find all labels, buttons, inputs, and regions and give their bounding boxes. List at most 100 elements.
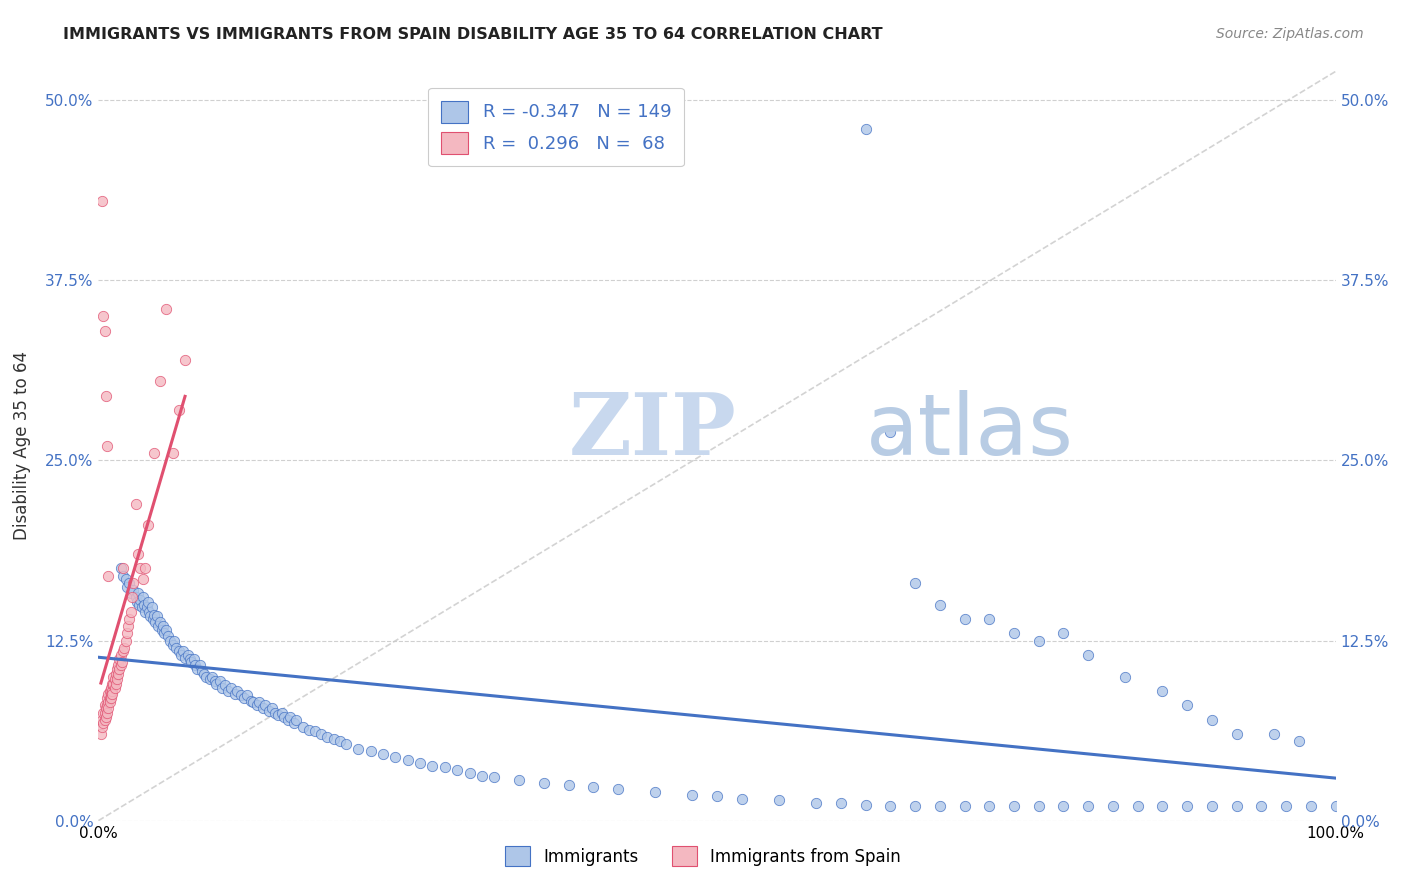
Point — [143, 615, 166, 629]
Point — [149, 374, 172, 388]
Point — [204, 673, 226, 688]
Point — [103, 673, 125, 687]
Point — [94, 388, 117, 402]
Point — [129, 561, 152, 575]
Point — [1299, 799, 1322, 814]
Point — [176, 648, 198, 662]
Point — [270, 706, 292, 720]
Point — [533, 776, 555, 790]
Point — [129, 593, 152, 607]
Point — [107, 666, 129, 681]
Point — [1175, 698, 1198, 713]
Point — [316, 730, 339, 744]
Point — [138, 605, 160, 619]
Point — [219, 681, 242, 695]
Point — [1152, 684, 1174, 698]
Text: Source: ZipAtlas.com: Source: ZipAtlas.com — [1216, 27, 1364, 41]
Point — [96, 698, 118, 713]
Point — [198, 673, 221, 687]
Point — [768, 793, 790, 807]
Point — [1201, 799, 1223, 814]
Point — [1002, 799, 1025, 814]
Point — [162, 638, 184, 652]
Point — [134, 598, 156, 612]
Point — [121, 591, 143, 605]
Point — [94, 710, 117, 724]
Point — [108, 652, 131, 666]
Point — [1028, 633, 1050, 648]
Point — [98, 696, 121, 710]
Point — [644, 785, 666, 799]
Point — [211, 681, 233, 695]
Point — [205, 677, 228, 691]
Point — [1102, 799, 1125, 814]
Point — [117, 619, 139, 633]
Point — [830, 797, 852, 811]
Text: IMMIGRANTS VS IMMIGRANTS FROM SPAIN DISABILITY AGE 35 TO 64 CORRELATION CHART: IMMIGRANTS VS IMMIGRANTS FROM SPAIN DISA… — [63, 27, 883, 42]
Point — [136, 518, 159, 533]
Point — [246, 698, 269, 713]
Point — [167, 643, 190, 657]
Point — [433, 760, 456, 774]
Point — [134, 561, 156, 575]
Point — [149, 615, 172, 629]
Point — [170, 648, 193, 662]
Point — [508, 773, 530, 788]
Point — [96, 691, 118, 706]
Point — [143, 607, 166, 622]
Point — [484, 771, 506, 785]
Point — [1324, 799, 1347, 814]
Point — [159, 633, 181, 648]
Point — [953, 799, 976, 814]
Point — [953, 612, 976, 626]
Point — [193, 666, 215, 681]
Point — [93, 706, 115, 720]
Point — [283, 715, 305, 730]
Point — [1002, 626, 1025, 640]
Point — [458, 766, 481, 780]
Point — [226, 684, 249, 698]
Point — [1275, 799, 1298, 814]
Point — [360, 744, 382, 758]
Point — [103, 669, 125, 683]
Point — [371, 747, 394, 762]
Point — [904, 575, 927, 590]
Point — [146, 619, 169, 633]
Point — [120, 605, 142, 619]
Point — [273, 710, 295, 724]
Point — [217, 684, 239, 698]
Point — [98, 691, 121, 706]
Point — [1250, 799, 1272, 814]
Point — [142, 612, 165, 626]
Point — [91, 713, 114, 727]
Point — [122, 575, 145, 590]
Point — [155, 302, 177, 317]
Point — [309, 727, 332, 741]
Point — [108, 662, 131, 676]
Point — [347, 741, 370, 756]
Point — [879, 799, 901, 814]
Point — [155, 624, 177, 638]
Point — [112, 643, 135, 657]
Point — [252, 701, 274, 715]
Point — [143, 446, 166, 460]
Point — [242, 696, 264, 710]
Point — [174, 352, 197, 367]
Point — [706, 789, 728, 804]
Point — [101, 684, 124, 698]
Point — [396, 753, 419, 767]
Point — [233, 691, 256, 706]
Point — [104, 677, 127, 691]
Point — [239, 694, 262, 708]
Point — [1052, 799, 1074, 814]
Point — [184, 658, 207, 673]
Point — [93, 715, 115, 730]
Point — [107, 658, 129, 673]
Point — [180, 655, 202, 669]
Point — [101, 687, 124, 701]
Point — [103, 677, 125, 691]
Point — [179, 652, 201, 666]
Point — [93, 310, 115, 324]
Y-axis label: Disability Age 35 to 64: Disability Age 35 to 64 — [13, 351, 31, 541]
Point — [1226, 799, 1249, 814]
